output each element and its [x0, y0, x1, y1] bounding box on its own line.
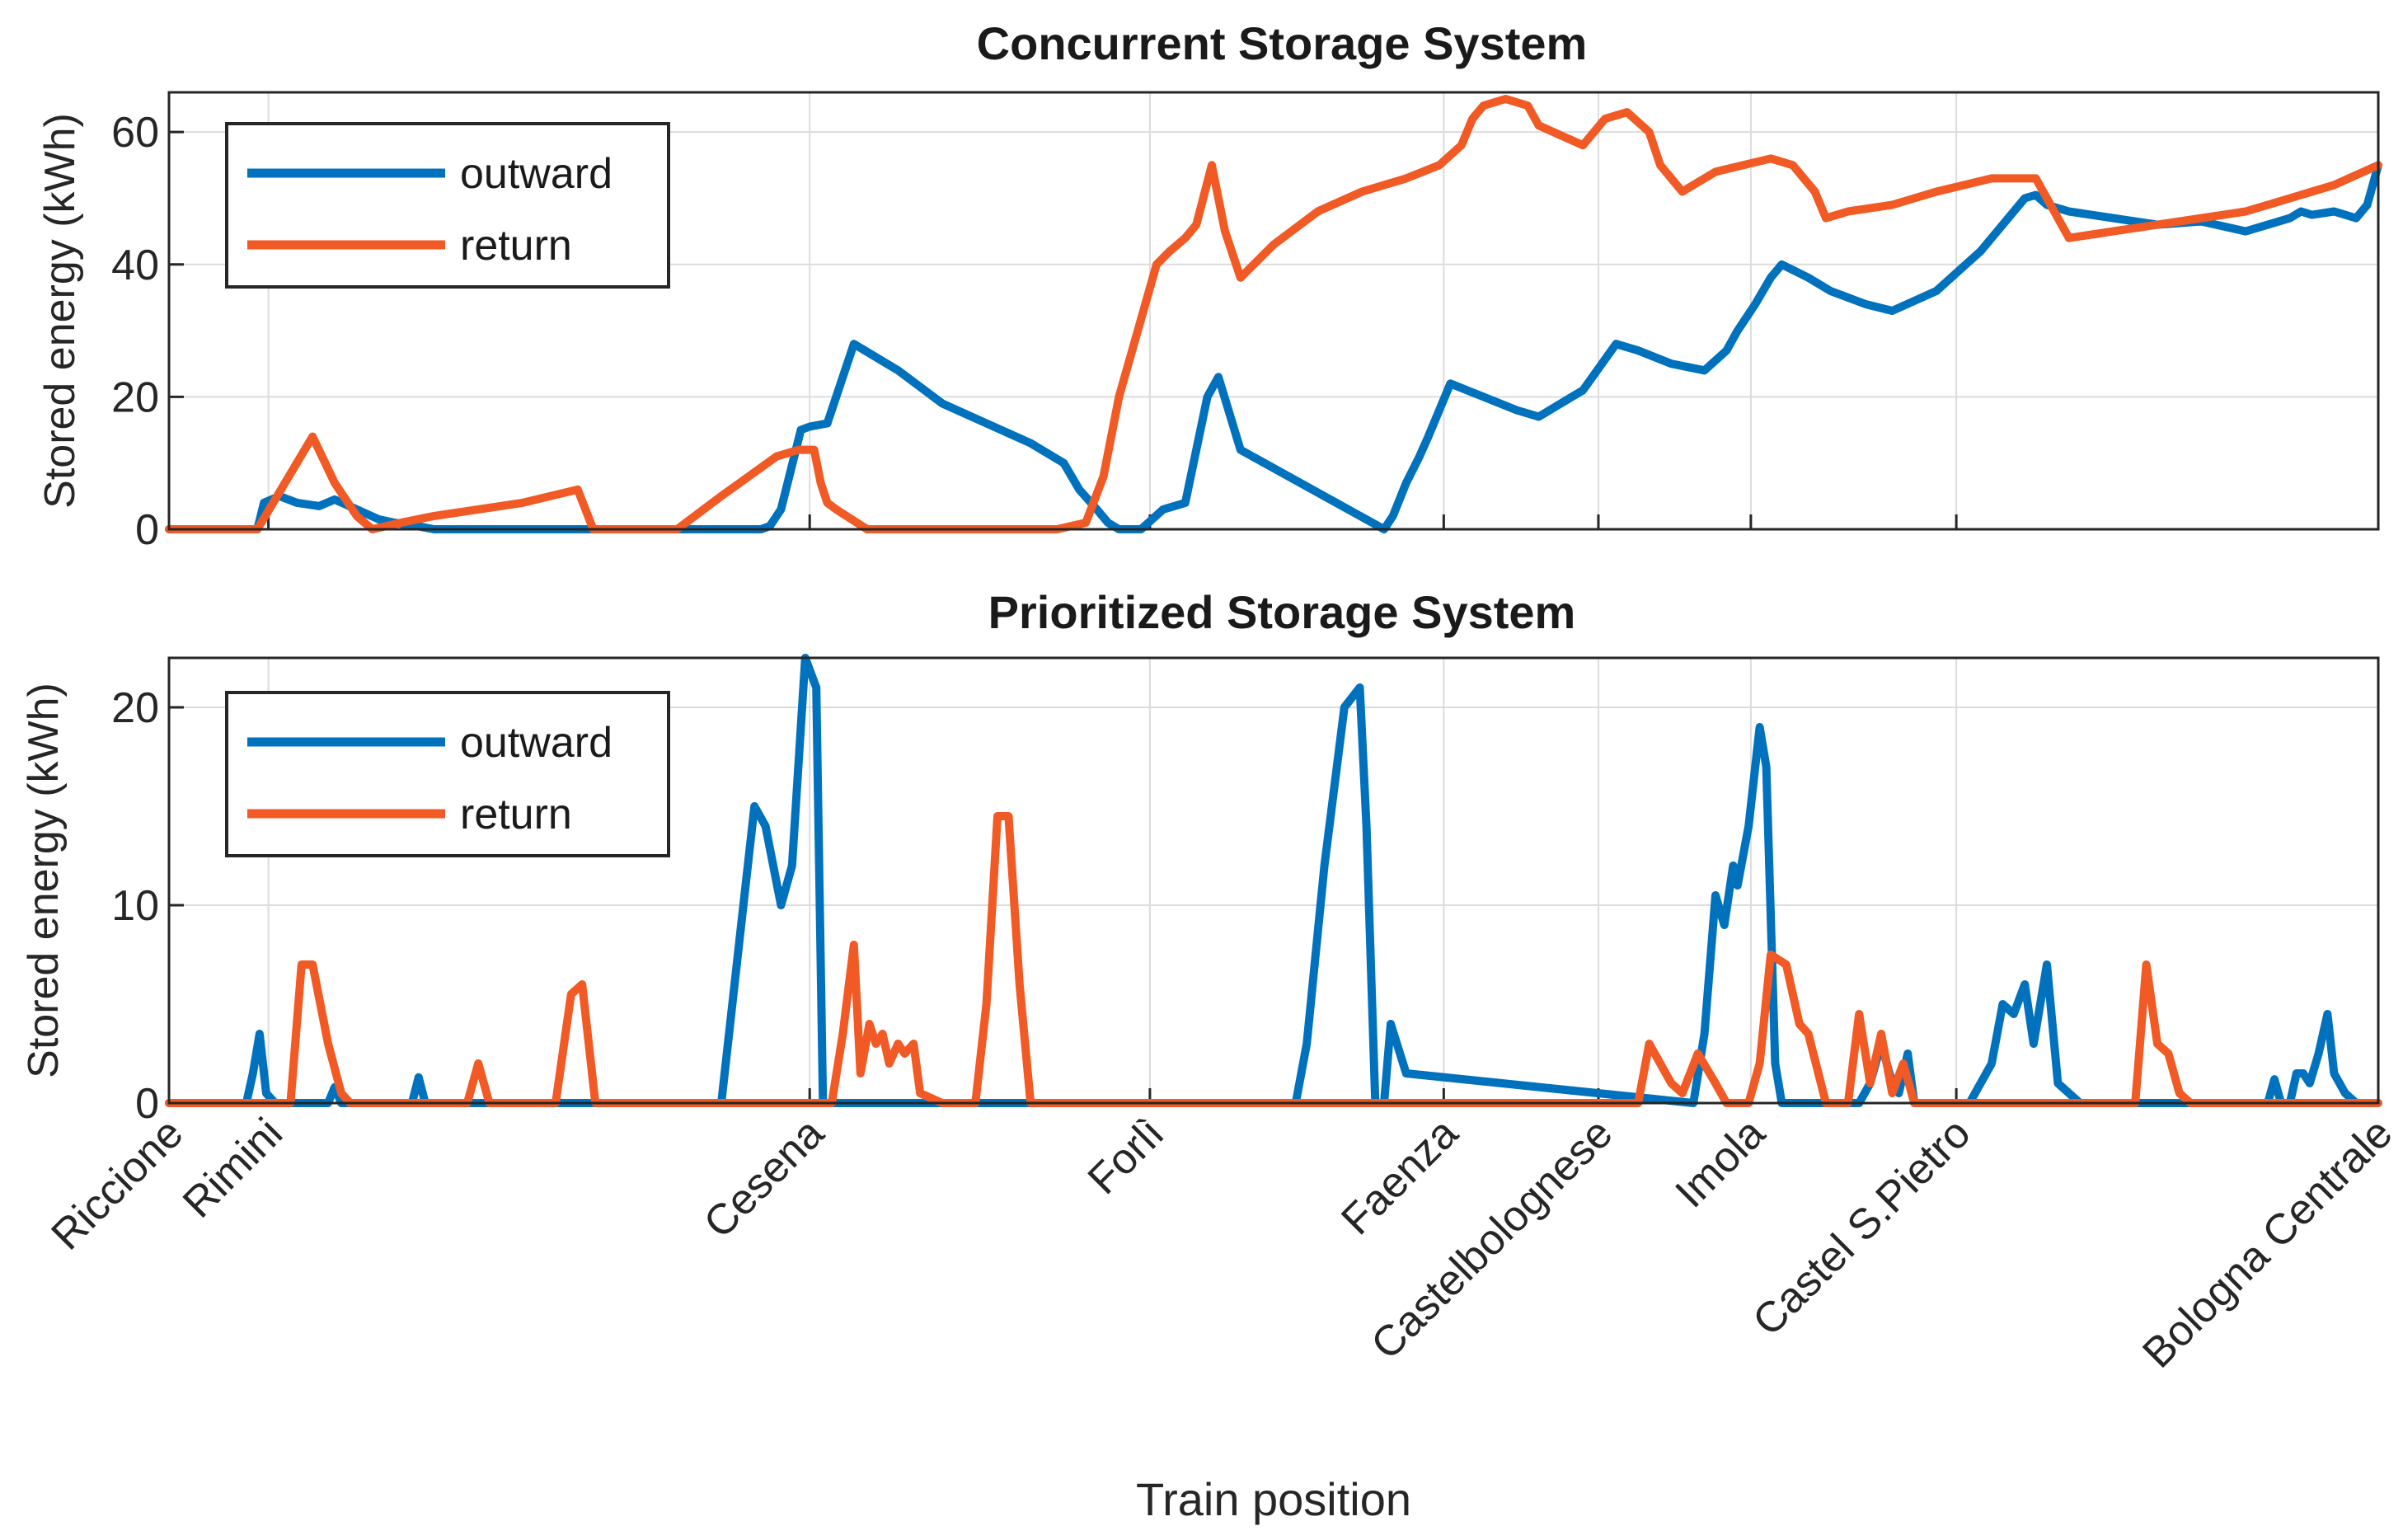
- x-tick-label: Forlì: [1079, 1109, 1174, 1204]
- y-tick-label: 20: [111, 684, 159, 732]
- y-ticks: 0 20 40 60: [111, 109, 2380, 554]
- y-tick-label: 20: [111, 373, 159, 421]
- y-tick-label: 0: [135, 1080, 159, 1128]
- x-tick-label: Cesena: [695, 1109, 833, 1247]
- y-tick-label: 10: [111, 882, 159, 930]
- x-tick-label: Rimini: [174, 1109, 292, 1227]
- x-tick-label: Imola: [1666, 1109, 1774, 1217]
- x-axis-label: Train position: [1136, 1473, 1411, 1525]
- legend-label-return: return: [460, 791, 572, 838]
- subplot-prioritized: Prioritized Storage System 0 10 20 Stored …: [20, 586, 2382, 1128]
- x-tick-label: Riccione: [42, 1109, 192, 1259]
- plot-frame: [167, 91, 2380, 531]
- legend: outward return: [225, 691, 670, 857]
- y-tick-label: 40: [111, 242, 159, 289]
- series-line-outward: [165, 654, 2382, 1107]
- legend-label-outward: outward: [460, 150, 612, 198]
- x-tick-label: Castel S.Pietro: [1744, 1109, 1979, 1345]
- legend-label-return: return: [460, 222, 572, 270]
- y-tick-label: 60: [111, 109, 159, 157]
- plot-frame: [167, 656, 2380, 1105]
- legend-label-outward: outward: [460, 719, 612, 767]
- chart-title: Concurrent Storage System: [977, 17, 1588, 69]
- legend: outward return: [225, 122, 670, 289]
- x-tick-label: Bologna Centrale: [2133, 1109, 2401, 1377]
- x-tick-label: Faenza: [1332, 1109, 1467, 1244]
- y-ticks: 0 10 20: [111, 684, 2380, 1128]
- y-tick-label: 0: [135, 506, 159, 554]
- subplot-concurrent: Concurrent Storage System 0 20 40 60 Stored…: [36, 17, 2382, 554]
- y-axis-label: Stored energy (kWh): [36, 113, 84, 509]
- y-axis-label: Stored energy (kWh): [20, 683, 68, 1078]
- chart-title: Prioritized Storage System: [988, 586, 1576, 638]
